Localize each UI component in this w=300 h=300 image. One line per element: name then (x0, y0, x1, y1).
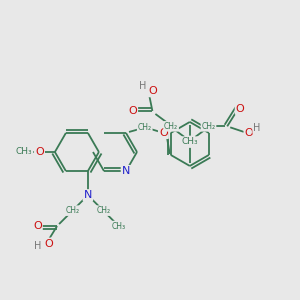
Text: CH₂: CH₂ (65, 206, 80, 215)
Text: N: N (122, 166, 130, 176)
Text: CH₃: CH₃ (182, 137, 198, 146)
Text: CH₂: CH₂ (201, 122, 216, 131)
Text: O: O (159, 128, 168, 138)
Text: O: O (35, 147, 44, 157)
Text: CH₂: CH₂ (138, 123, 152, 132)
Text: O: O (236, 104, 244, 114)
Text: O: O (244, 128, 253, 138)
Text: O: O (128, 106, 137, 116)
Text: O: O (45, 239, 53, 249)
Text: CH₂: CH₂ (164, 122, 178, 131)
Text: O: O (148, 86, 158, 96)
Text: CH₃: CH₃ (16, 148, 32, 157)
Text: H: H (139, 81, 147, 91)
Text: N: N (84, 190, 92, 200)
Text: H: H (34, 241, 42, 251)
Text: H: H (253, 123, 261, 133)
Text: N: N (186, 137, 194, 147)
Text: O: O (33, 221, 42, 231)
Text: CH₃: CH₃ (112, 222, 126, 231)
Text: CH₂: CH₂ (96, 206, 110, 215)
